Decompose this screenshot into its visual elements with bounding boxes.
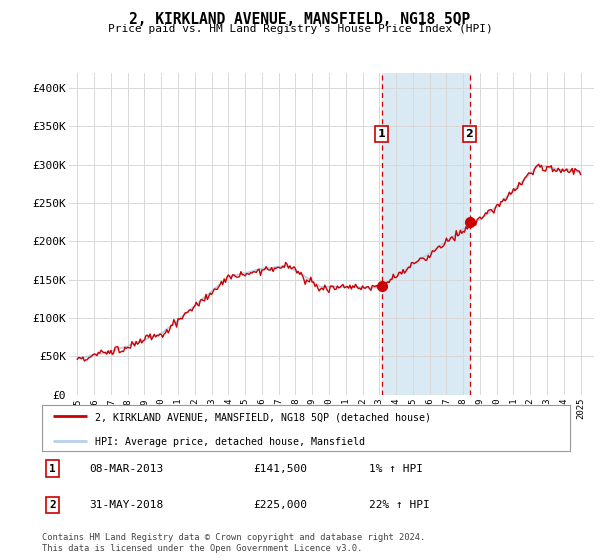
Text: Price paid vs. HM Land Registry's House Price Index (HPI): Price paid vs. HM Land Registry's House …: [107, 24, 493, 34]
Text: 1: 1: [49, 464, 56, 474]
Text: 08-MAR-2013: 08-MAR-2013: [89, 464, 164, 474]
Text: 2, KIRKLAND AVENUE, MANSFIELD, NG18 5QP: 2, KIRKLAND AVENUE, MANSFIELD, NG18 5QP: [130, 12, 470, 27]
Text: 1: 1: [377, 129, 385, 139]
Bar: [382, 73, 470, 395]
Text: HPI: Average price, detached house, Mansfield: HPI: Average price, detached house, Mans…: [95, 437, 365, 447]
Text: £141,500: £141,500: [253, 464, 307, 474]
Text: 2, KIRKLAND AVENUE, MANSFIELD, NG18 5QP (detached house): 2, KIRKLAND AVENUE, MANSFIELD, NG18 5QP …: [95, 413, 431, 423]
Text: 31-MAY-2018: 31-MAY-2018: [89, 500, 164, 510]
Text: 1% ↑ HPI: 1% ↑ HPI: [370, 464, 424, 474]
Text: 22% ↑ HPI: 22% ↑ HPI: [370, 500, 430, 510]
Text: £225,000: £225,000: [253, 500, 307, 510]
Text: Contains HM Land Registry data © Crown copyright and database right 2024.
This d: Contains HM Land Registry data © Crown c…: [42, 533, 425, 553]
Text: 2: 2: [466, 129, 473, 139]
Text: 2: 2: [49, 500, 56, 510]
